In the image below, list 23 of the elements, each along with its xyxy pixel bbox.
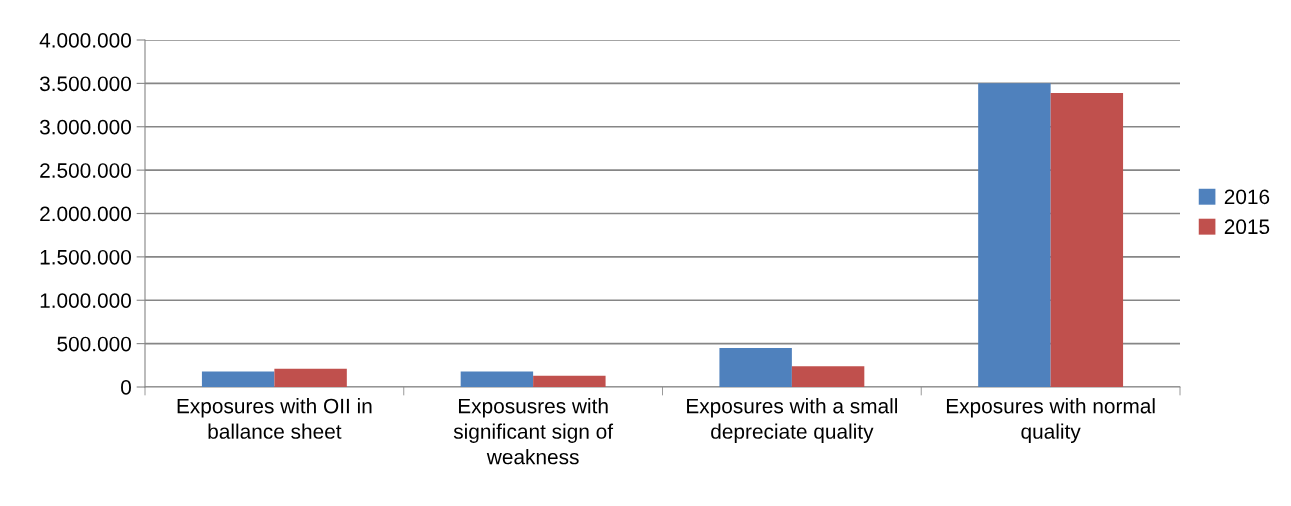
y-tick-label: 3.000.000	[39, 119, 131, 135]
bar	[719, 347, 792, 387]
x-tick-label: Exposures with a small depreciate quality	[687, 398, 898, 443]
y-tick-label: 3.500.000	[39, 76, 131, 92]
x-tick-label: Exposures with normal quality	[946, 398, 1155, 443]
bar	[460, 371, 534, 387]
y-tick-label: 1.500.000	[40, 249, 131, 265]
x-tick-label: Exposures with OII in ballance sheet	[177, 398, 372, 439]
y-tick-label: 0	[121, 380, 131, 395]
bar	[978, 83, 1051, 387]
bar	[533, 375, 606, 387]
legend-label: 2015	[1224, 219, 1270, 235]
y-tick-label: 2.000.000	[40, 206, 131, 222]
x-tick-label: Exposusres with significant sign of weakness	[453, 398, 614, 465]
bar	[201, 371, 275, 387]
y-tick-label: 500.000	[57, 336, 131, 352]
bar	[1050, 92, 1124, 387]
y-tick-label: 4.000.000	[39, 33, 131, 48]
bar	[791, 366, 865, 387]
legend-label: 2016	[1224, 189, 1270, 205]
y-tick-label: 1.000.000	[40, 293, 131, 308]
y-tick-label: 2.500.000	[40, 163, 131, 178]
bar	[274, 368, 347, 387]
